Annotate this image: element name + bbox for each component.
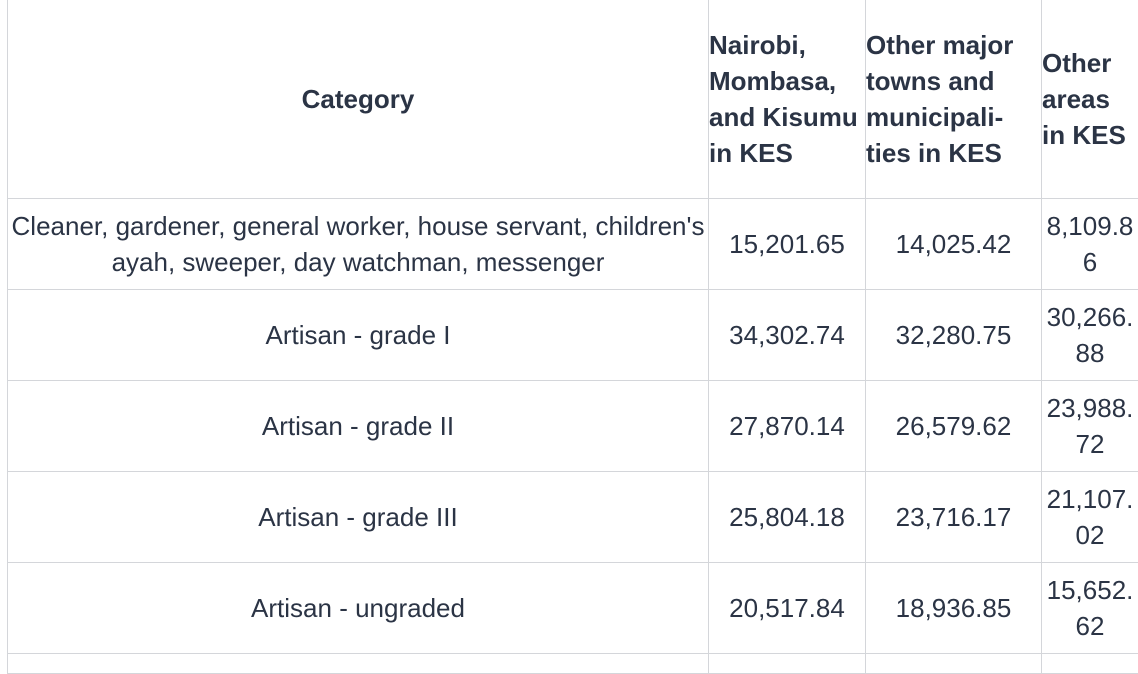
- cell-empty: [8, 654, 709, 674]
- table-header-row: Category Nairobi, Mombasa, and Kisumu in…: [8, 0, 1138, 199]
- cell-other: 8,109.86: [1042, 199, 1138, 290]
- minimum-wage-table: Category Nairobi, Mombasa, and Kisumu in…: [7, 0, 1138, 674]
- cell-category: Cleaner, gardener, general worker, house…: [8, 199, 709, 290]
- table-row: Artisan - grade I 34,302.74 32,280.75 30…: [8, 290, 1138, 381]
- header-other-major-towns: Other major towns and municipali- ties i…: [866, 0, 1042, 199]
- cell-empty: [1042, 654, 1138, 674]
- cell-towns: 23,716.17: [866, 472, 1042, 563]
- cell-nairobi: 27,870.14: [709, 381, 866, 472]
- cell-empty: [709, 654, 866, 674]
- table-row: Artisan - ungraded 20,517.84 18,936.85 1…: [8, 563, 1138, 654]
- cell-category: Artisan - grade I: [8, 290, 709, 381]
- header-other-areas: Other areas in KES: [1042, 0, 1138, 199]
- table-row: Artisan - grade II 27,870.14 26,579.62 2…: [8, 381, 1138, 472]
- cell-category: Artisan - grade II: [8, 381, 709, 472]
- cell-towns: 18,936.85: [866, 563, 1042, 654]
- cell-other: 23,988.72: [1042, 381, 1138, 472]
- table-row: Artisan - grade III 25,804.18 23,716.17 …: [8, 472, 1138, 563]
- cell-other: 30,266.88: [1042, 290, 1138, 381]
- cell-towns: 32,280.75: [866, 290, 1042, 381]
- cell-other: 21,107.02: [1042, 472, 1138, 563]
- cell-category: Artisan - grade III: [8, 472, 709, 563]
- cell-nairobi: 15,201.65: [709, 199, 866, 290]
- cell-nairobi: 34,302.74: [709, 290, 866, 381]
- cell-towns: 14,025.42: [866, 199, 1042, 290]
- cell-towns: 26,579.62: [866, 381, 1042, 472]
- table-row-partial: [8, 654, 1138, 674]
- header-category: Category: [8, 0, 709, 199]
- header-nairobi-mombasa-kisumu: Nairobi, Mombasa, and Kisumu in KES: [709, 0, 866, 199]
- cell-nairobi: 25,804.18: [709, 472, 866, 563]
- cell-category: Artisan - ungraded: [8, 563, 709, 654]
- cell-empty: [866, 654, 1042, 674]
- table-row: Cleaner, gardener, general worker, house…: [8, 199, 1138, 290]
- cell-nairobi: 20,517.84: [709, 563, 866, 654]
- cell-other: 15,652.62: [1042, 563, 1138, 654]
